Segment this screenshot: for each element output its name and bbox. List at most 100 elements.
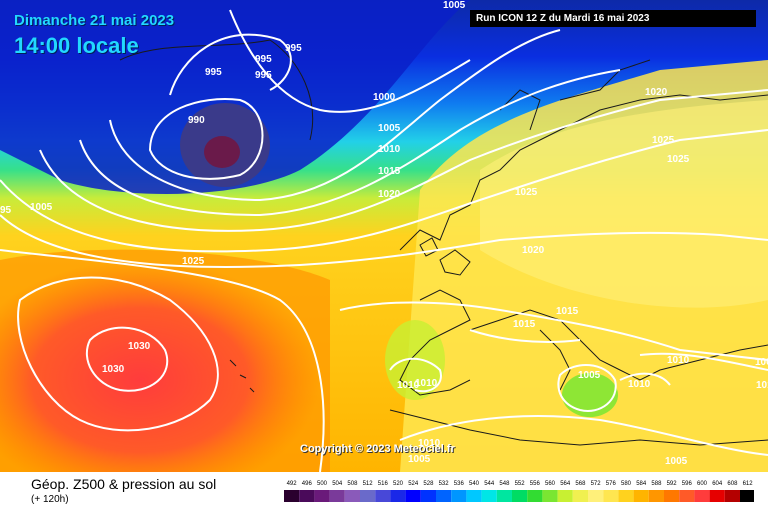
scale-tick-label: 592 — [667, 481, 678, 487]
isobar-label: 1010 — [415, 378, 438, 389]
ridge-inner — [480, 100, 768, 308]
scale-swatch — [557, 490, 573, 502]
isobar-label: 1025 — [515, 187, 538, 198]
isobar-label: 1030 — [128, 341, 151, 352]
scale-tick-label: 580 — [621, 481, 632, 487]
scale-tick-label: 596 — [682, 481, 693, 487]
scale-tick-label: 524 — [408, 481, 419, 487]
scale-swatch — [527, 490, 543, 502]
scale-swatch — [618, 490, 634, 502]
scale-swatch — [344, 490, 360, 502]
scale-tick-label: 608 — [727, 481, 738, 487]
isobar-label: 1005 — [578, 370, 601, 381]
isobar-label: 1015 — [513, 319, 536, 330]
legend-footer: Géop. Z500 & pression au sol (+ 120h) 49… — [0, 472, 768, 512]
scale-swatch — [299, 490, 315, 502]
isobar-label: 95 — [0, 205, 12, 216]
scale-swatch — [329, 490, 345, 502]
isobar-labels: 995 995 995 995 990 1000 1005 1010 1015 … — [0, 0, 768, 467]
isobar-label: 1025 — [652, 135, 675, 146]
scale-swatch — [481, 490, 497, 502]
scale-swatch — [512, 490, 528, 502]
isobar-label: 995 — [205, 67, 222, 78]
scale-tick-label: 572 — [591, 481, 602, 487]
isobar-label: 995 — [255, 70, 272, 81]
isobar-label: 1015 — [378, 166, 401, 177]
forecast-date: Dimanche 21 mai 2023 — [14, 12, 175, 29]
scale-swatch — [709, 490, 725, 502]
deep-blue-trough — [0, 0, 470, 194]
scale-tick-label: 540 — [469, 481, 480, 487]
scale-tick-label: 544 — [484, 481, 495, 487]
isobar-label: 1010 — [397, 380, 420, 391]
isobars — [0, 9, 768, 472]
isobar-label: 1020 — [378, 189, 401, 200]
scale-swatch — [451, 490, 467, 502]
isobar-label: 1005 — [443, 0, 466, 11]
forecast-time: 14:00 locale — [14, 33, 139, 58]
scale-tick-label: 492 — [287, 481, 298, 487]
scale-swatch — [314, 490, 330, 502]
scale-tick-label: 564 — [560, 481, 571, 487]
scale-tick-label: 520 — [393, 481, 404, 487]
color-scale: 492 496 500 504 508 512 516 520 524 528 532 536 540 5… — [284, 481, 754, 502]
scale-tick-label: 516 — [378, 481, 389, 487]
scale-tick-label: 552 — [515, 481, 526, 487]
scale-tick-label: 576 — [606, 481, 617, 487]
scale-swatch — [740, 490, 754, 502]
scale-tick-label: 548 — [499, 481, 510, 487]
legend-title: Géop. Z500 & pression au sol — [31, 476, 217, 492]
isobar-label: 1010 — [628, 379, 651, 390]
scale-swatch — [679, 490, 695, 502]
isobar-label: 1025 — [182, 256, 205, 267]
scale-tick-label: 512 — [363, 481, 374, 487]
scale-swatch — [360, 490, 376, 502]
scale-tick-label: 504 — [332, 481, 343, 487]
scale-tick-label: 560 — [545, 481, 556, 487]
isobar-label: 1005 — [378, 123, 401, 134]
scale-tick-label: 584 — [636, 481, 647, 487]
isobar-label: 995 — [285, 43, 302, 54]
scale-swatch — [694, 490, 710, 502]
scale-swatch — [542, 490, 558, 502]
isobar-label: 1010 — [378, 144, 401, 155]
isobar-label: 1020 — [645, 87, 668, 98]
scale-tick-label: 588 — [651, 481, 662, 487]
scale-swatch — [648, 490, 664, 502]
scale-swatch — [572, 490, 588, 502]
scale-tick-label: 568 — [575, 481, 586, 487]
scale-tick-label: 612 — [743, 481, 754, 487]
scale-swatch — [436, 490, 452, 502]
copyright: Copyright © 2023 Meteociel.fr — [300, 443, 455, 455]
scale-tick-label: 496 — [302, 481, 313, 487]
isobar-label: 1000 — [373, 92, 396, 103]
scale-swatch — [603, 490, 619, 502]
scale-swatch — [284, 490, 300, 502]
scale-swatch — [664, 490, 680, 502]
weather-map: 995 995 995 995 990 1000 1005 1010 1015 … — [0, 0, 768, 472]
isobar-label: 1020 — [522, 245, 545, 256]
scale-swatch — [466, 490, 482, 502]
isobar-label: 1015 — [556, 306, 579, 317]
scale-swatch — [588, 490, 604, 502]
scale-swatch — [390, 490, 406, 502]
legend-subtitle: (+ 120h) — [31, 494, 69, 505]
isobar-label: 1005 — [755, 357, 768, 368]
scale-tick-label: 556 — [530, 481, 541, 487]
scale-tick-label: 536 — [454, 481, 465, 487]
isobar-label: 1005 — [408, 454, 431, 465]
scale-tick-label: 508 — [347, 481, 358, 487]
isobar-label: 1010 — [418, 438, 441, 449]
run-info-banner: Run ICON 12 Z du Mardi 16 mai 2023 — [470, 10, 756, 27]
isobar-label: 1025 — [667, 154, 690, 165]
isobar-label: 990 — [188, 115, 205, 126]
isobar-label: 1030 — [102, 364, 125, 375]
scale-tick-label: 532 — [439, 481, 450, 487]
scale-swatch — [633, 490, 649, 502]
isobar-label: 995 — [255, 54, 272, 65]
scale-tick-label: 604 — [712, 481, 723, 487]
isobar-label: 1005 — [665, 456, 688, 467]
low-core — [204, 136, 240, 168]
isobar-label: 1010 — [756, 380, 768, 391]
